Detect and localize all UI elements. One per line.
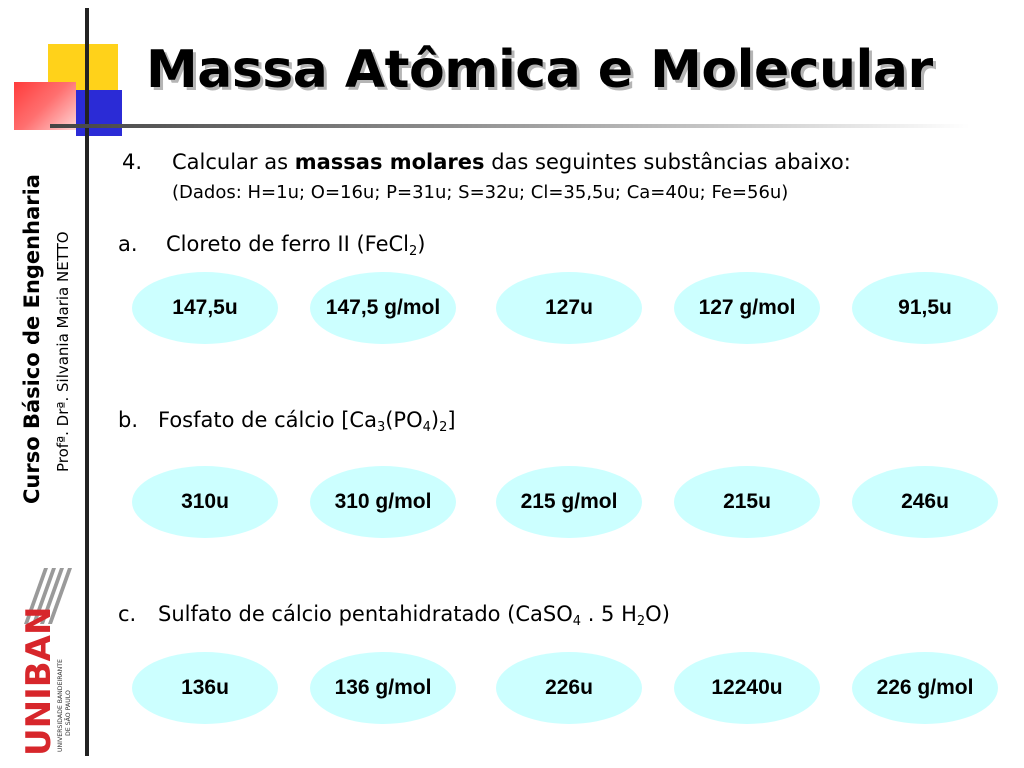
svg-text:DE SÃO PAULO: DE SÃO PAULO: [63, 690, 72, 736]
option-button[interactable]: 91,5u: [852, 272, 998, 344]
question-statement: 4. Calcular as massas molares das seguint…: [122, 150, 851, 174]
option-button[interactable]: 226u: [496, 652, 642, 724]
uniban-logo: UNIBAN UNIVERSIDADE BANDEIRANTE DE SÃO P…: [19, 568, 72, 756]
vertical-divider: [85, 8, 89, 756]
item-a-label: a. Cloreto de ferro II (FeCl2): [118, 232, 426, 259]
option-button[interactable]: 310u: [132, 466, 278, 538]
option-button[interactable]: 127u: [496, 272, 642, 344]
option-button[interactable]: 12240u: [674, 652, 820, 724]
red-square-decoration: [14, 82, 76, 130]
question-text-after: das seguintes substâncias abaixo:: [484, 150, 851, 174]
option-button[interactable]: 226 g/mol: [852, 652, 998, 724]
svg-text:UNIBAN: UNIBAN: [19, 607, 59, 756]
item-b-label: b. Fosfato de cálcio [Ca3(PO4)2]: [118, 408, 456, 435]
item-a-options: 147,5u 147,5 g/mol 127u 127 g/mol 91,5u: [132, 272, 998, 344]
item-c-options: 136u 136 g/mol 226u 12240u 226 g/mol: [132, 652, 998, 724]
question-emphasis: massas molares: [294, 150, 485, 174]
professor-name: Profª. Drª. Silvania Maria NETTO: [54, 231, 72, 472]
question-number: 4.: [122, 150, 143, 174]
given-data: (Dados: H=1u; O=16u; P=31u; S=32u; Cl=35…: [172, 182, 789, 203]
item-b-options: 310u 310 g/mol 215 g/mol 215u 246u: [132, 466, 998, 538]
svg-text:UNIVERSIDADE BANDEIRANTE: UNIVERSIDADE BANDEIRANTE: [57, 659, 64, 752]
option-button[interactable]: 136u: [132, 652, 278, 724]
option-button[interactable]: 310 g/mol: [310, 466, 456, 538]
option-button[interactable]: 215u: [674, 466, 820, 538]
title-underline: [50, 124, 970, 128]
course-name: Curso Básico de Engenharia: [20, 174, 44, 504]
option-button[interactable]: 136 g/mol: [310, 652, 456, 724]
item-c-label: c. Sulfato de cálcio pentahidratado (CaSO…: [118, 602, 670, 629]
option-button[interactable]: 127 g/mol: [674, 272, 820, 344]
option-button[interactable]: 147,5 g/mol: [310, 272, 456, 344]
page-title: Massa Atômica e Molecular: [146, 40, 933, 100]
blue-square-decoration: [76, 90, 122, 136]
option-button[interactable]: 215 g/mol: [496, 466, 642, 538]
option-button[interactable]: 147,5u: [132, 272, 278, 344]
question-text-before: Calcular as: [172, 150, 295, 174]
option-button[interactable]: 246u: [852, 466, 998, 538]
